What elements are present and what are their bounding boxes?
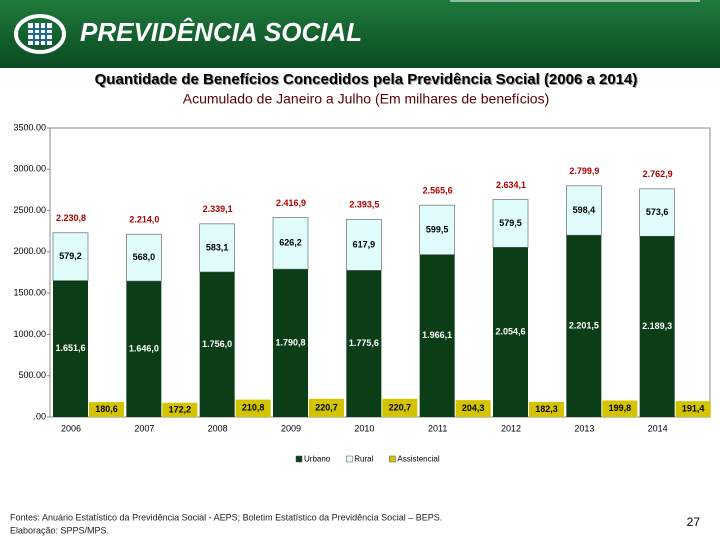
value-label: 199,8 [609,403,632,413]
logo [14,14,66,54]
value-label: 1.756,0 [202,339,232,349]
bar-assistencial [602,400,638,417]
x-tick-label: 2012 [501,423,521,433]
value-label: 1.966,1 [422,330,452,340]
x-tick-label: 2014 [648,423,668,433]
x-tick-label: 2010 [354,423,374,433]
total-label: 2.230,8 [56,213,86,223]
bar-rural [346,219,382,271]
value-label: 180,6 [95,404,118,414]
bar-urbano [53,280,88,417]
bar-assistencial [235,399,271,417]
y-tick-label: 3500.00 [13,122,46,132]
source-note: Fontes: Anuário Estatístico da Previdênc… [10,512,442,522]
total-label: 2.762,9 [643,169,673,179]
title-shadow: Quantidade de Benefícios Concedidos pela… [96,72,639,89]
bar-assistencial [529,401,564,417]
header-band [0,0,720,68]
legend-label: Urbano [304,455,331,464]
bar-urbano [346,270,382,417]
bar-urbano [126,281,162,417]
value-label: 579,2 [59,251,82,261]
bar-urbano [273,269,308,417]
value-label: 1.775,6 [349,338,379,348]
value-label: 579,5 [499,218,522,228]
bar-urbano [566,235,602,417]
x-tick-label: 2013 [574,423,594,433]
bar-rural [126,233,162,282]
total-label: 2.214,0 [129,215,159,225]
bar-rural [566,185,602,236]
value-label: 599,5 [426,224,449,234]
bar-rural [639,188,675,237]
legend-swatch [346,455,353,463]
y-tick-label: 1000.00 [13,329,46,339]
bar-rural [52,232,89,281]
total-label: 2.416,9 [276,198,306,208]
value-label: 583,1 [206,242,229,252]
bar-rural [199,223,235,273]
total-label: 2.565,6 [423,186,453,196]
bar-assistencial [455,400,491,417]
bar-urbano [639,236,675,417]
value-label: 2.201,5 [569,320,599,330]
brand: PREVIDÊNCIA SOCIAL [80,17,362,47]
y-tick-label: 3000.00 [13,164,46,174]
value-label: 1.646,0 [129,343,159,353]
value-label: 191,4 [682,403,705,413]
bar-rural [272,217,309,270]
bar-urbano [493,247,528,417]
y-tick-label: .00 [33,411,46,421]
value-label: 172,2 [169,404,192,414]
total-label: 2.634,1 [496,180,526,190]
value-label: 568,0 [133,252,156,262]
total-label: 2.393,5 [349,200,379,210]
y-tick-label: 1500.00 [13,288,46,298]
bar-urbano [419,254,455,417]
bar-urbano [199,272,235,417]
value-label: 1.651,6 [55,343,85,353]
value-label: 204,3 [462,403,485,413]
x-tick-label: 2008 [208,423,228,433]
value-label: 2.054,6 [495,327,525,337]
y-tick-label: 2500.00 [13,205,46,215]
legend-label: Assistencial [397,455,439,464]
credit-note: Elaboração: SPPS/MPS. [10,525,109,535]
legend-swatch [295,455,303,463]
x-tick-label: 2011 [428,423,447,433]
bar-assistencial [309,398,344,417]
bar-assistencial [382,398,418,417]
value-label: 1.790,8 [275,337,305,347]
value-label: 220,7 [315,402,338,412]
x-tick-label: 2006 [61,423,81,433]
value-label: 2.189,3 [642,321,672,331]
y-tick-label: 500.00 [18,370,46,380]
value-label: 598,4 [573,205,596,215]
value-label: 626,2 [279,238,302,248]
chart-title: Quantidade de Benefícios Concedidos pela… [95,71,638,88]
value-label: 210,8 [242,403,265,413]
value-label: 182,3 [535,404,558,414]
bar-rural [419,204,455,255]
bar-assistencial [675,401,711,417]
bar-rural [492,199,529,248]
x-tick-label: 2007 [134,423,154,433]
y-tick-label: 2000.00 [13,246,46,256]
total-label: 2.339,1 [203,204,233,214]
bar-assistencial [162,402,198,417]
total-label: 2.799,9 [569,166,599,176]
value-label: 220,7 [389,402,412,412]
value-label: 573,6 [646,207,669,217]
bar-assistencial [89,402,124,417]
chart-subtitle: Acumulado de Janeiro a Julho (Em milhare… [183,91,550,107]
x-tick-label: 2009 [281,423,301,433]
value-label: 617,9 [353,239,376,249]
legend-swatch [389,455,396,463]
legend-label: Rural [354,455,373,464]
page-number: 27 [687,515,701,529]
